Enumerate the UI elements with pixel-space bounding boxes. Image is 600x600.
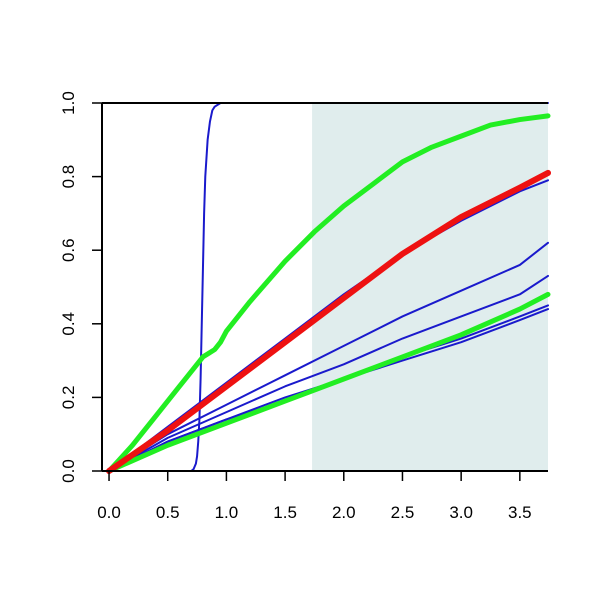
y-axis: 0.0 0.2 0.4 0.6 0.8 1.0 bbox=[59, 91, 102, 483]
x-tick-label: 0.5 bbox=[156, 503, 180, 522]
series-line-8 bbox=[106, 291, 551, 474]
axes-layer bbox=[101, 102, 548, 472]
shaded-region bbox=[312, 103, 548, 471]
y-tick-label: 0.4 bbox=[59, 312, 78, 336]
y-tick-label: 0.8 bbox=[59, 165, 78, 189]
series-line-3 bbox=[108, 241, 549, 472]
x-tick-label: 1.0 bbox=[215, 503, 239, 522]
x-tick-label: 3.0 bbox=[449, 503, 473, 522]
x-axis: 0.0 0.5 1.0 1.5 2.0 2.5 3.0 3.5 bbox=[97, 471, 532, 522]
x-tick-label: 3.5 bbox=[508, 503, 532, 522]
x-tick-label: 1.5 bbox=[273, 503, 297, 522]
y-tick-label: 0.2 bbox=[59, 386, 78, 410]
series-layer bbox=[106, 102, 551, 474]
x-tick-label: 2.5 bbox=[391, 503, 415, 522]
series-line-9 bbox=[106, 169, 551, 474]
y-tick-label: 0.6 bbox=[59, 238, 78, 262]
y-tick-label: 1.0 bbox=[59, 91, 78, 115]
series-line-1 bbox=[108, 102, 549, 472]
series-line-4 bbox=[108, 274, 549, 472]
x-tick-label: 0.0 bbox=[97, 503, 121, 522]
y-tick-label: 0.0 bbox=[59, 459, 78, 483]
series-line-7 bbox=[106, 113, 551, 474]
plot-background bbox=[312, 103, 548, 471]
x-tick-label: 2.0 bbox=[332, 503, 356, 522]
